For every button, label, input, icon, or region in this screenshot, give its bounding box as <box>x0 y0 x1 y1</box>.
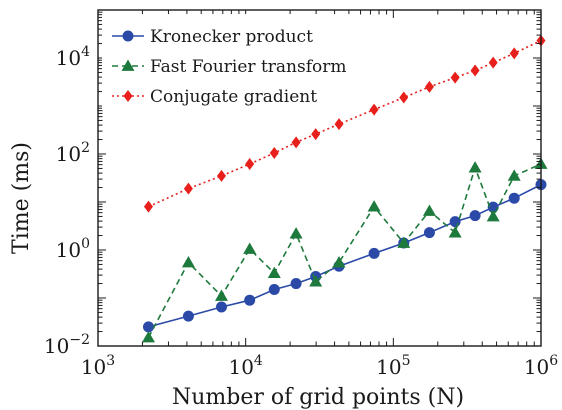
legend-label: Conjugate gradient <box>150 87 317 107</box>
cg-point <box>399 91 409 104</box>
kronecker-point <box>215 301 227 313</box>
cg-point <box>509 47 519 60</box>
fft-point <box>422 204 436 216</box>
legend-marker <box>122 30 134 42</box>
fft-point <box>448 226 462 238</box>
legend-box <box>102 14 358 110</box>
fft-point <box>181 255 195 268</box>
cg-point <box>311 128 321 141</box>
cg-point <box>470 64 480 77</box>
kronecker-point <box>244 294 256 306</box>
y-tick-label: 102 <box>56 140 90 166</box>
kronecker-point <box>469 210 481 222</box>
fft-point <box>486 209 500 222</box>
cg-point <box>269 146 279 159</box>
y-tick-label: 104 <box>56 44 90 70</box>
legend-entry: Kronecker product <box>112 27 313 47</box>
legend-marker <box>123 90 133 102</box>
cg-point <box>216 169 226 182</box>
cg-point <box>291 136 301 149</box>
x-tick-label: 105 <box>376 353 410 379</box>
cg-point <box>488 56 498 69</box>
y-tick-label: 10−2 <box>44 332 90 358</box>
series-2 <box>141 157 548 343</box>
fft-point <box>507 169 521 181</box>
kronecker-point <box>142 321 154 333</box>
series-line <box>148 39 542 208</box>
cg-point <box>334 118 344 131</box>
kronecker-point <box>182 310 194 322</box>
plot-frame <box>97 9 542 347</box>
series-layer <box>141 34 548 343</box>
legend-label: Fast Fourier transform <box>150 57 346 77</box>
fft-point <box>332 255 346 268</box>
x-tick-label: 104 <box>228 353 262 379</box>
fft-point <box>243 242 257 254</box>
fft-point <box>367 200 381 212</box>
series-line <box>148 183 542 328</box>
cg-point <box>183 182 193 195</box>
x-tick-label: 106 <box>524 353 558 379</box>
kronecker-point <box>268 284 280 296</box>
fft-point <box>141 331 155 343</box>
kronecker-point <box>368 247 380 259</box>
series-line <box>147 163 542 338</box>
fft-point <box>289 227 303 239</box>
fft-point <box>468 161 482 173</box>
fft-point <box>267 266 281 278</box>
cg-point <box>369 103 379 116</box>
fft-point <box>214 289 228 301</box>
x-axis-title: Number of grid points (N) <box>172 385 464 410</box>
legend-entry: Fast Fourier transform <box>112 57 346 77</box>
kronecker-point <box>290 278 302 290</box>
series-1 <box>142 179 547 333</box>
cg-point <box>143 200 153 213</box>
y-axis-title: Time (ms) <box>9 142 34 254</box>
legend-label: Kronecker product <box>150 27 313 47</box>
kronecker-point <box>423 227 435 239</box>
axis-ticks <box>97 10 541 347</box>
y-tick-label: 100 <box>56 236 90 262</box>
x-tick-label: 103 <box>81 353 115 379</box>
legend: Kronecker product Fast Fourier transform C… <box>102 14 358 110</box>
cg-point <box>450 71 460 84</box>
fft-point <box>309 275 323 287</box>
tick-labels: 103 104 105 106 10−2 100 102 104 <box>44 44 558 379</box>
kronecker-point <box>508 192 520 204</box>
cg-point <box>424 80 434 93</box>
cg-point <box>245 157 255 170</box>
legend-entry: Conjugate gradient <box>112 87 317 107</box>
legend-marker <box>121 59 135 71</box>
fft-point <box>397 236 411 248</box>
